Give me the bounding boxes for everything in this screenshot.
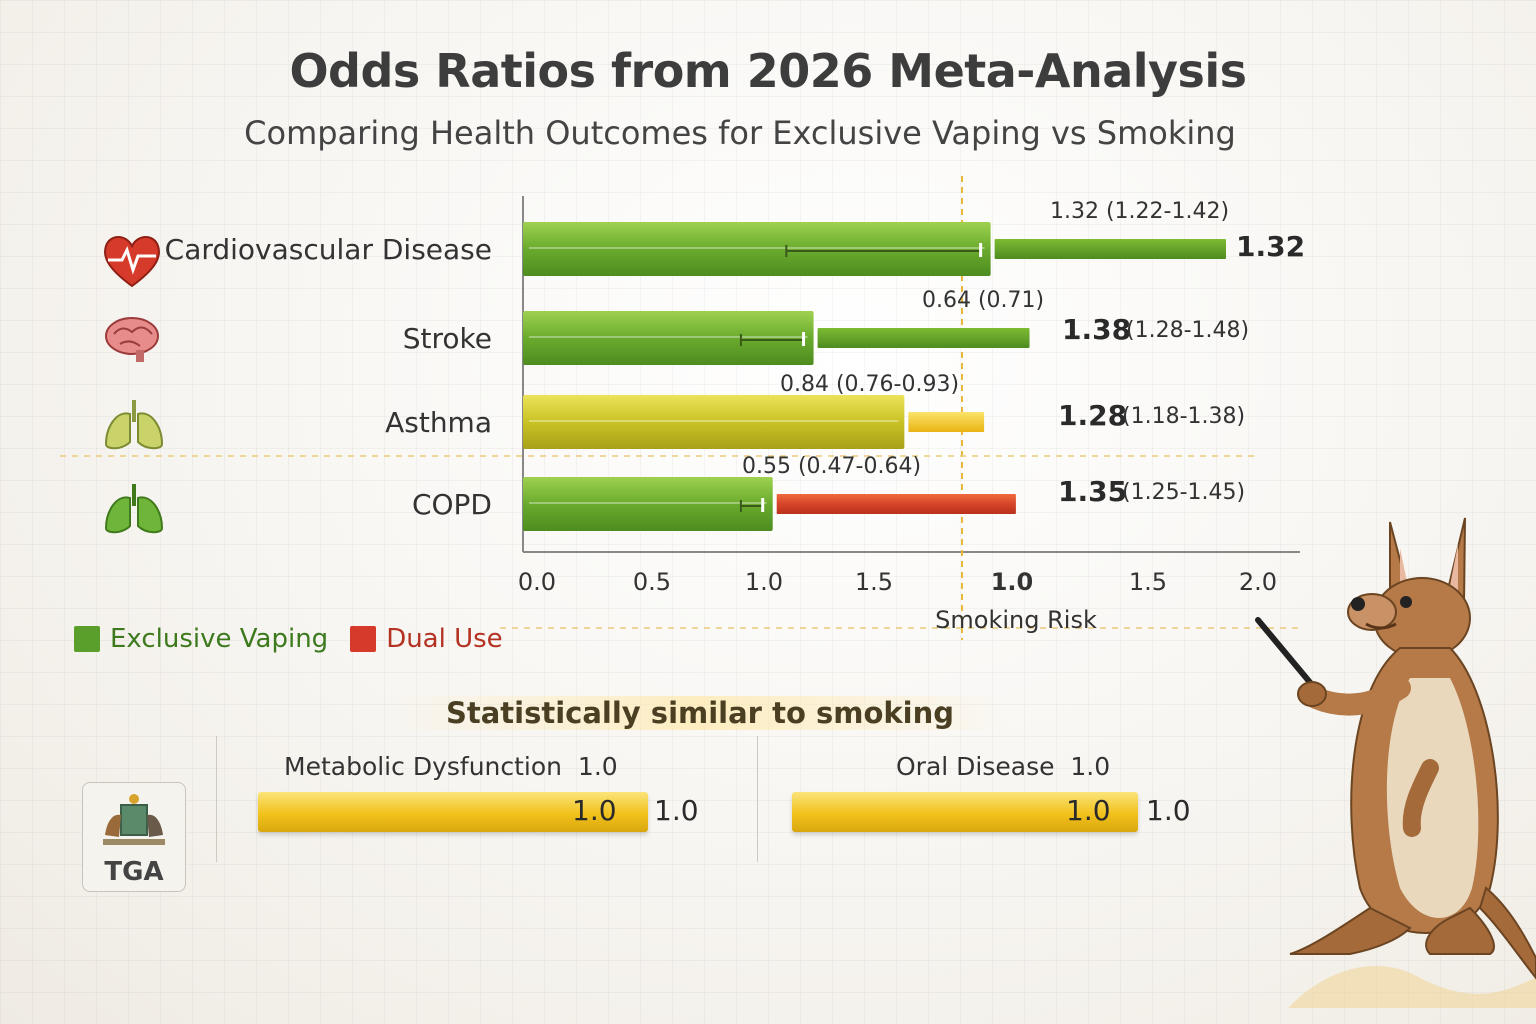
x-tick-label: 0.5 xyxy=(633,568,671,596)
dual-use-bar xyxy=(817,328,1030,348)
brain-icon xyxy=(105,317,159,362)
x-tick-label: 0.0 xyxy=(518,568,556,596)
chart-labels: 0.0 0.5 1.0 1.5 1.0 1.5 2.0 Smoking Risk Cardiov… xyxy=(165,199,1305,634)
x-tick-label: 1.5 xyxy=(855,568,893,596)
x-tick-label: 1.0 xyxy=(991,568,1034,596)
similar-item-bar-value: 1.0 xyxy=(572,794,617,827)
vaping-value-label: 1.32 (1.22-1.42) xyxy=(1050,199,1229,224)
x-tick-label: 2.0 xyxy=(1239,568,1277,596)
similar-item-label: Metabolic Dysfunction 1.0 xyxy=(284,752,618,781)
similar-item-label: Oral Disease 1.0 xyxy=(896,752,1111,781)
page-title: Odds Ratios from 2026 Meta-Analysis xyxy=(289,44,1247,98)
similar-item-bar xyxy=(258,792,648,832)
divider xyxy=(216,736,217,862)
heart-icon xyxy=(104,236,160,288)
vaping-bar xyxy=(523,477,773,531)
reference-line-label: Smoking Risk xyxy=(935,606,1097,634)
kangaroo-mascot-icon xyxy=(1255,517,1536,1008)
vaping-bar xyxy=(523,222,991,276)
dual-use-value-label: 1.38 xyxy=(1062,313,1131,346)
dual-use-bar xyxy=(908,412,985,432)
dual-use-bar xyxy=(994,239,1226,259)
lungs-icon xyxy=(104,400,164,450)
legend-label: Dual Use xyxy=(386,624,503,654)
tga-logo-text: TGA xyxy=(104,857,164,887)
category-label: Asthma xyxy=(385,406,492,439)
vaping-bar xyxy=(523,395,905,449)
x-tick-label: 1.0 xyxy=(745,568,783,596)
legend-item-dual-use: Dual Use xyxy=(350,624,503,654)
similar-item-value: 1.0 xyxy=(1146,794,1191,827)
category-label: COPD xyxy=(412,488,492,521)
similar-section-title: Statistically similar to smoking xyxy=(390,696,1010,730)
dual-use-ci-label: (1.28-1.48) xyxy=(1126,318,1249,343)
coat-of-arms-icon xyxy=(103,794,165,845)
chart-legend: Exclusive Vaping Dual Use xyxy=(74,624,503,654)
tga-logo: TGA xyxy=(82,782,186,892)
divider xyxy=(757,736,758,862)
lungs-icon xyxy=(104,484,164,534)
vaping-value-label: 0.55 (0.47-0.64) xyxy=(742,454,921,479)
similar-item-bar-value: 1.0 xyxy=(1066,794,1111,827)
vaping-value-label: 0.64 (0.71) xyxy=(922,288,1044,313)
legend-swatch xyxy=(74,626,100,652)
dual-use-bar xyxy=(776,494,1016,514)
legend-label: Exclusive Vaping xyxy=(110,624,329,654)
page-subtitle: Comparing Health Outcomes for Exclusive … xyxy=(244,114,1236,152)
vaping-bar xyxy=(523,311,814,365)
chart-bars xyxy=(523,222,1226,531)
legend-swatch xyxy=(350,626,377,652)
category-label: Stroke xyxy=(403,322,492,355)
similar-item-value: 1.0 xyxy=(654,794,699,827)
x-tick-label: 1.5 xyxy=(1129,568,1167,596)
category-label: Cardiovascular Disease xyxy=(165,233,492,266)
legend-item-exclusive-vaping: Exclusive Vaping xyxy=(74,624,328,654)
dual-use-value-label: 1.32 xyxy=(1236,230,1305,263)
dual-use-value-label: 1.28 xyxy=(1058,399,1127,432)
dual-use-ci-label: (1.25-1.45) xyxy=(1122,480,1245,505)
dual-use-value-label: 1.35 xyxy=(1058,475,1127,508)
dual-use-ci-label: (1.18-1.38) xyxy=(1122,404,1245,429)
similar-item-bar xyxy=(792,792,1138,832)
vaping-value-label: 0.84 (0.76-0.93) xyxy=(780,372,959,397)
